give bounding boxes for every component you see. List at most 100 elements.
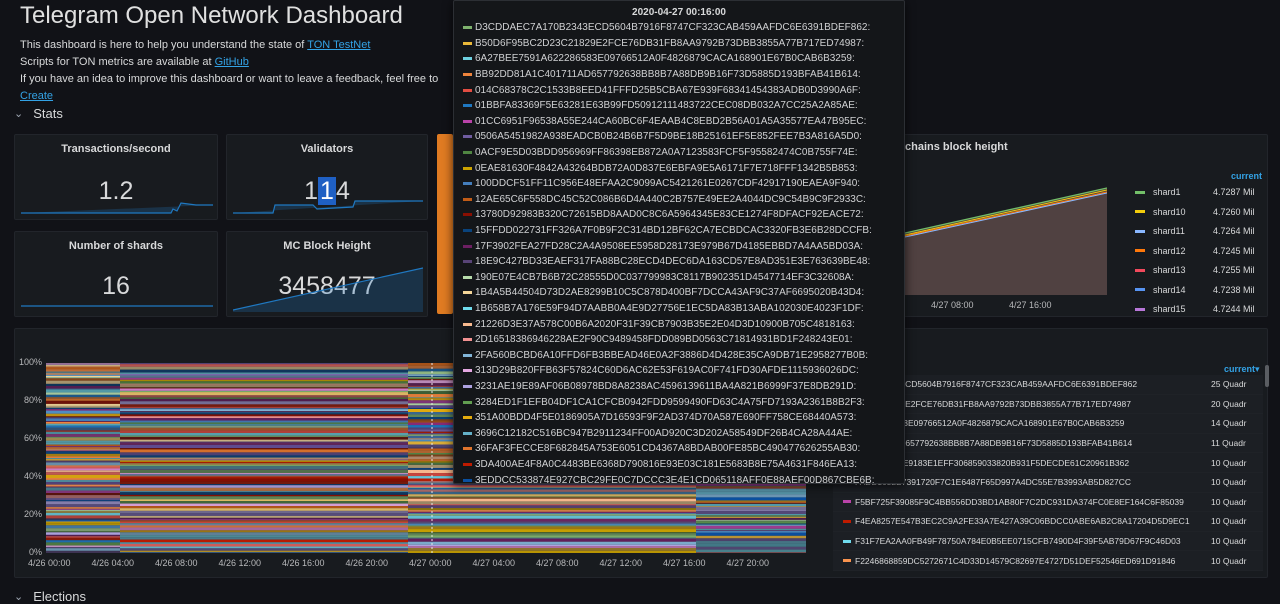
weights-band <box>46 474 120 479</box>
weights-band <box>120 527 408 531</box>
weights-legend-name: 0DDC92F0FE9183E1EFF306859033820B931F5DEC… <box>855 457 1130 468</box>
tooltip-row: 313D29B820FFB63F57824C60D6AC62E53F619AC0… <box>454 363 904 379</box>
tooltip-row: 100DDCF51FF11C956E48EFAA2C9099AC5421261E… <box>454 176 904 192</box>
weights-band <box>696 502 806 504</box>
weights-band <box>120 398 408 402</box>
weights-band <box>120 406 408 409</box>
tooltip-row: 12AE65C6F558DC45C52C086B6D4A440C2B757E49… <box>454 192 904 208</box>
weights-band <box>696 503 806 507</box>
github-link[interactable]: GitHub <box>214 56 249 68</box>
weights-band <box>46 409 120 411</box>
weights-band <box>120 408 408 410</box>
tps-panel[interactable]: Transactions/second 1.2 <box>14 134 218 220</box>
weights-band <box>120 422 408 424</box>
weights-legend-scrollbar[interactable] <box>1265 365 1269 387</box>
weights-band <box>46 383 120 386</box>
weights-band <box>46 440 120 443</box>
weights-band <box>408 512 696 514</box>
shard-legend-item[interactable]: shard15 4.7244 Mil <box>1135 304 1263 314</box>
series-swatch <box>463 244 472 248</box>
tooltip-row: 2D16518386946228AE2F90C9489458FDD089BD05… <box>454 332 904 348</box>
shard-legend-item[interactable]: shard13 4.7255 Mil <box>1135 265 1263 275</box>
tooltip-row: 01CC6951F96538A55E244CA60BC6F4EAAB4C8EBD… <box>454 114 904 130</box>
weights-band <box>696 519 806 522</box>
row-stats-title: Stats <box>33 106 63 121</box>
shards-panel[interactable]: Number of shards 16 <box>14 231 218 317</box>
shard-legend-item[interactable]: shard10 4.7260 Mil <box>1135 207 1263 217</box>
tooltip-row: 01BBFA83369F5E63281E63B99FD5091211148372… <box>454 98 904 114</box>
tooltip-row-label: 18E9C427BD33EAEF317FA88BC28ECD4DEC6DA163… <box>475 256 871 268</box>
shardchains-xtick-1: 4/27 16:00 <box>1009 300 1052 310</box>
tooltip-row-label: 014C68378C2C1533B8EED41FFFD25B5CBA67E939… <box>475 84 861 96</box>
weights-band <box>46 525 120 529</box>
mc-block-panel[interactable]: MC Block Height 3458477 <box>226 231 428 317</box>
series-swatch <box>463 384 472 388</box>
weights-band <box>46 511 120 513</box>
shardchains-panel[interactable]: chains block height 4/27 08:00 4/27 16:0… <box>860 134 1268 317</box>
weights-band <box>120 439 408 442</box>
weights-band <box>120 484 408 486</box>
validators-panel[interactable]: Validators 114 <box>226 134 428 220</box>
weights-band <box>120 535 408 538</box>
weights-band <box>46 388 120 390</box>
row-elections[interactable]: ⌄ Elections <box>14 589 86 604</box>
tooltip-row: 17F3902FEA27FD28C2A4A9508EE5958D28173E97… <box>454 238 904 254</box>
row-stats[interactable]: ⌄ Stats <box>14 106 63 121</box>
shards-sparkline <box>21 305 213 307</box>
series-swatch <box>463 104 472 108</box>
shard-legend-item[interactable]: shard12 4.7245 Mil <box>1135 246 1263 256</box>
weights-band <box>696 530 806 532</box>
tooltip-row: 0506A5451982A938EADCB0B24B6B7F5D9BE18B25… <box>454 129 904 145</box>
weights-legend-value: 20 Quadr <box>1211 398 1247 409</box>
weights-band <box>120 372 408 374</box>
weights-band <box>696 514 806 516</box>
weights-legend-name: F2246868859DC5272671C4D33D14579C82697E47… <box>855 555 1176 566</box>
weights-band <box>46 377 120 379</box>
ton-testnet-link[interactable]: TON TestNet <box>307 39 371 51</box>
tooltip-row-label: 3EDDCC533874E927CBC29FE0C7DCCC3E4E1CD065… <box>475 474 875 484</box>
weights-legend-value: 10 Quadr <box>1211 457 1247 468</box>
weights-band <box>120 411 408 413</box>
orange-stat-panel-edge <box>437 134 453 314</box>
tooltip-row-label: 3DA400AE4F8A0C4483BE6368D790816E93E03C18… <box>475 458 857 470</box>
weights-band <box>46 466 120 469</box>
weights-legend-value: 10 Quadr <box>1211 496 1247 507</box>
weights-band <box>46 430 120 432</box>
weights-band <box>120 499 408 501</box>
weights-legend-item[interactable]: F2246868859DC5272671C4D33D14579C82697E47… <box>833 551 1263 571</box>
weights-legend-item[interactable]: F31F7EA2AA0FB49F78750A784E0B5EE0715CFB74… <box>833 531 1263 552</box>
weights-band <box>46 421 120 424</box>
weights-band <box>46 470 120 473</box>
weights-band <box>46 490 120 494</box>
tooltip-row-label: 100DDCF51FF11C956E48EFAA2C9099AC5421261E… <box>475 178 861 190</box>
series-swatch <box>463 41 472 45</box>
weights-legend-item[interactable]: F4EA8257E547B3EC2C9A2FE33A7E427A39C06BDC… <box>833 512 1263 532</box>
weights-band <box>120 379 408 382</box>
series-swatch <box>463 478 472 482</box>
weights-band <box>46 537 120 541</box>
shardchains-legend-current-header[interactable]: current <box>1231 171 1263 181</box>
weights-band <box>46 451 120 454</box>
tooltip-row: 3284ED1F1EFB04DF1CA1CFCB0942FDD9599490FD… <box>454 394 904 410</box>
weights-band <box>46 498 120 500</box>
weights-band <box>408 497 696 499</box>
weights-band <box>120 463 408 465</box>
weights-legend-item[interactable]: F5BF725F39085F9C4BB556DD3BD1AB80F7C2DC93… <box>833 492 1263 513</box>
shard-legend-item[interactable]: shard11 4.7264 Mil <box>1135 226 1263 236</box>
shard-legend-item[interactable]: shard1 4.7287 Mil <box>1135 187 1263 197</box>
weights-band <box>46 478 120 480</box>
weights-band <box>46 392 120 395</box>
shard-legend-item[interactable]: shard14 4.7238 Mil <box>1135 285 1263 295</box>
weights-band <box>46 434 120 437</box>
create-issue-link[interactable]: Create <box>20 90 54 102</box>
tooltip-row: 15FFDD022731FF326A7F0B9F2C314BD12BF62CA7… <box>454 223 904 239</box>
weights-band <box>696 543 806 547</box>
weights-band <box>46 459 120 461</box>
weights-band <box>408 515 696 519</box>
weights-legend-value: 10 Quadr <box>1211 516 1247 527</box>
weights-band <box>46 501 120 505</box>
weights-band <box>120 404 408 407</box>
weights-band <box>120 423 408 426</box>
weights-legend-current-header[interactable]: current▾ <box>1224 364 1260 375</box>
weights-band <box>120 506 408 509</box>
